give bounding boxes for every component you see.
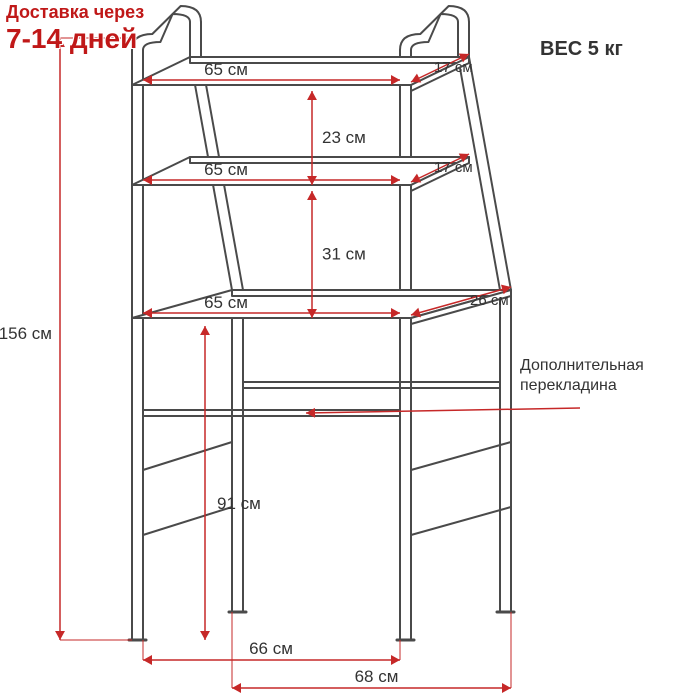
banner-line2: 7-14 дней: [6, 23, 144, 55]
dim-shelf3-depth: 26 см: [470, 292, 509, 309]
dim-total-height: 156 см: [0, 324, 52, 343]
dim-gap-mid: 31 см: [322, 245, 366, 264]
dim-shelf1-width: 65 см: [204, 60, 248, 79]
dim-gap-top: 23 см: [322, 128, 366, 147]
dim-shelf2-width: 65 см: [204, 160, 248, 179]
dim-shelf1-depth: 17 см: [434, 59, 473, 76]
dim-shelf2-depth: 17 см: [434, 159, 473, 176]
note-line1: Дополнительная: [520, 357, 644, 374]
note-line2: перекладина: [520, 377, 617, 394]
dim-shelf3-width: 65 см: [204, 293, 248, 312]
delivery-banner: Доставка через7-14 дней: [6, 2, 144, 55]
diagram-container: 156 см 23 см 31 см 91 см 65 см 65 см 65 см 17 с…: [0, 0, 700, 700]
dim-outer-width: 68 см: [355, 667, 399, 686]
dim-inner-width: 66 см: [249, 639, 293, 658]
banner-line1: Доставка через: [6, 2, 144, 23]
weight-label: ВЕС 5 кг: [540, 38, 623, 60]
dim-floor-to-shelf: 91 см: [217, 494, 261, 513]
